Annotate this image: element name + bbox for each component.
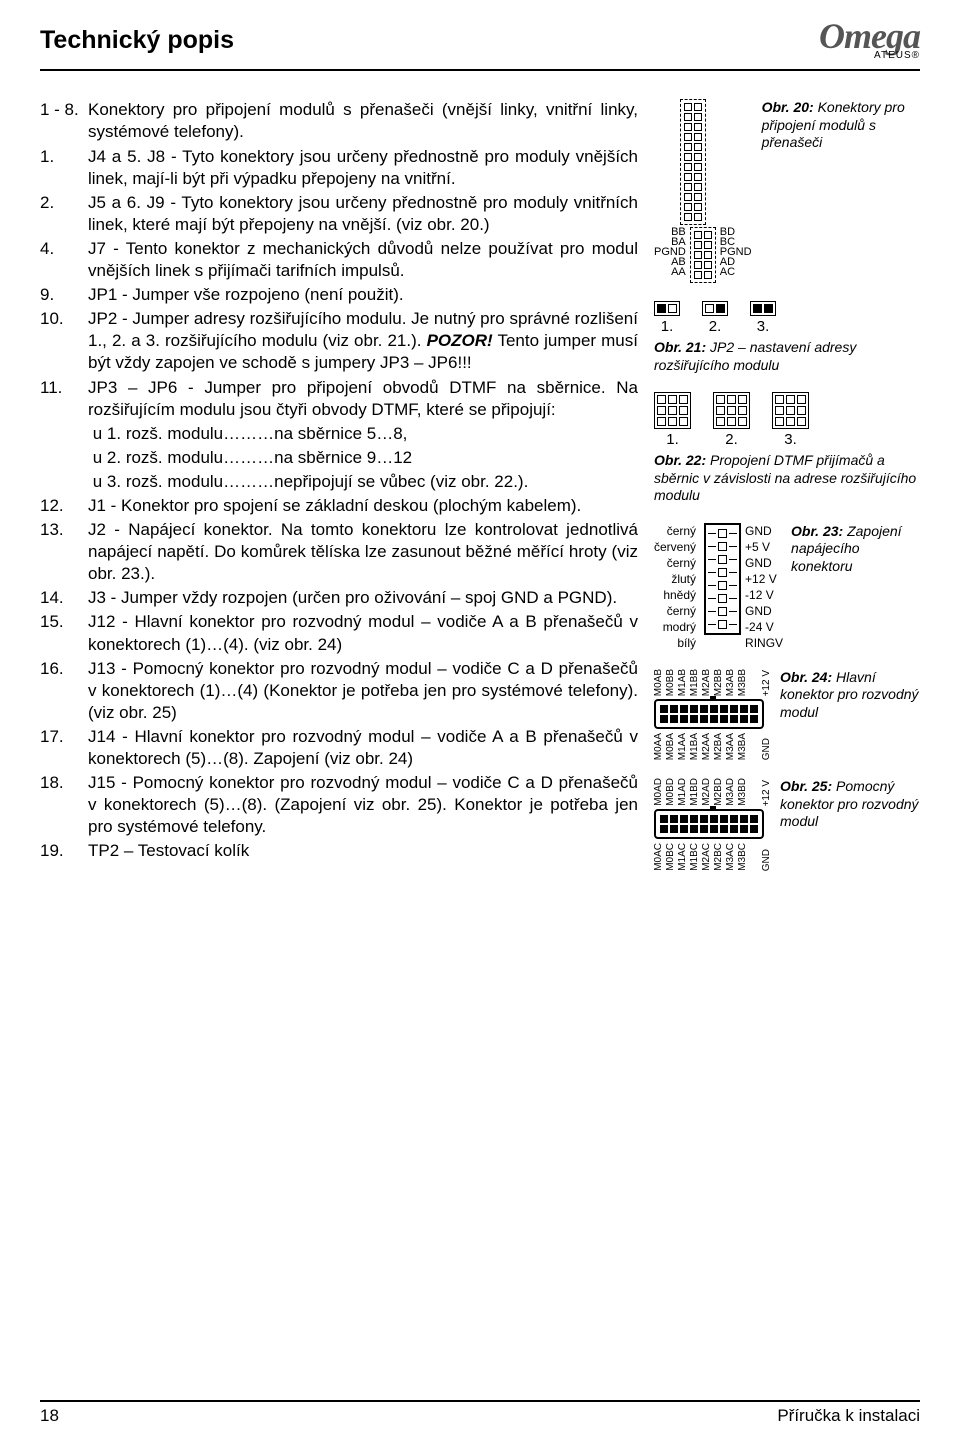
- list-item: 1.J4 a 5. J8 - Tyto konektory jsou určen…: [40, 146, 638, 190]
- figure-23: černýčervenýčernýžlutýhnědýčernýmodrýbíl…: [654, 523, 920, 651]
- list-item: 10.JP2 - Jumper adresy rozšiřujícího mod…: [40, 308, 638, 374]
- list-item: 11.JP3 – JP6 - Jumper pro připojení obvo…: [40, 377, 638, 421]
- item-text: u 1. rozš. modulu………na sběrnice 5…8,: [93, 423, 638, 445]
- figure-22: 1.2.3. Obr. 22: Propojení DTMF přijímačů…: [654, 392, 920, 505]
- fig21-caption-bold: Obr. 21:: [654, 339, 706, 355]
- item-text: Konektory pro připojení modulů s přenaše…: [88, 99, 638, 143]
- list-item: 19.TP2 – Testovací kolík: [40, 840, 638, 862]
- list-item: 14.J3 - Jumper vždy rozpojen (určen pro …: [40, 587, 638, 609]
- item-text: J5 a 6. J9 - Tyto konektory jsou určeny …: [88, 192, 638, 236]
- list-item: 17.J14 - Hlavní konektor pro rozvodný mo…: [40, 726, 638, 770]
- figure-21: 1.2.3. Obr. 21: JP2 – nastavení adresy r…: [654, 301, 920, 374]
- list-item: 4.J7 - Tento konektor z mechanických dův…: [40, 238, 638, 282]
- fig24-connector: [654, 699, 764, 729]
- body-text: 1 - 8.Konektory pro připojení modulů s p…: [40, 99, 638, 889]
- page-footer: 18 Příručka k instalaci: [40, 1400, 920, 1426]
- list-item: 12.J1 - Konektor pro spojení se základní…: [40, 495, 638, 517]
- item-text: TP2 – Testovací kolík: [88, 840, 638, 862]
- item-text: JP3 – JP6 - Jumper pro připojení obvodů …: [88, 377, 638, 421]
- list-item: 1 - 8.Konektory pro připojení modulů s p…: [40, 99, 638, 143]
- list-item: u 1. rozš. modulu………na sběrnice 5…8,: [88, 423, 638, 445]
- fig20-caption-bold: Obr. 20:: [762, 99, 814, 115]
- item-text: J3 - Jumper vždy rozpojen (určen pro oži…: [88, 587, 638, 609]
- item-text: J15 - Pomocný konektor pro rozvodný modu…: [88, 772, 638, 838]
- fig25-caption-bold: Obr. 25:: [780, 778, 832, 794]
- item-text: u 2. rozš. modulu………na sběrnice 9…12: [93, 447, 638, 469]
- item-number: 10.: [40, 308, 88, 374]
- item-number: 2.: [40, 192, 88, 236]
- figure-25: M0ADM0BDM1ADM1BDM2ADM2BDM3ADM3BD +12 V M…: [654, 778, 920, 871]
- fig20-connector: [680, 99, 706, 225]
- list-item: 9.JP1 - Jumper vše rozpojeno (není použi…: [40, 284, 638, 306]
- item-number: 16.: [40, 658, 88, 724]
- item-number: 18.: [40, 772, 88, 838]
- item-text: J13 - Pomocný konektor pro rozvodný modu…: [88, 658, 638, 724]
- item-text: J12 - Hlavní konektor pro rozvodný modul…: [88, 611, 638, 655]
- item-text: u 3. rozš. modulu………nepřipojují se vůbec…: [93, 471, 638, 493]
- item-number: 9.: [40, 284, 88, 306]
- fig23-connector: [704, 523, 741, 635]
- item-text: JP1 - Jumper vše rozpojeno (není použit)…: [88, 284, 638, 306]
- page-number: 18: [40, 1406, 59, 1426]
- item-number: 13.: [40, 519, 88, 585]
- list-item: 2.J5 a 6. J9 - Tyto konektory jsou určen…: [40, 192, 638, 236]
- list-item: 16.J13 - Pomocný konektor pro rozvodný m…: [40, 658, 638, 724]
- item-text: JP2 - Jumper adresy rozšiřujícího modulu…: [88, 308, 638, 374]
- fig22-caption-bold: Obr. 22:: [654, 452, 706, 468]
- fig25-connector: [654, 809, 764, 839]
- item-number: 12.: [40, 495, 88, 517]
- item-text: J14 - Hlavní konektor pro rozvodný modul…: [88, 726, 638, 770]
- list-item: 15.J12 - Hlavní konektor pro rozvodný mo…: [40, 611, 638, 655]
- figure-24: M0ABM0BBM1ABM1BBM2ABM2BBM3ABM3BB +12 V M…: [654, 669, 920, 760]
- item-number: 11.: [40, 377, 88, 421]
- item-text: J7 - Tento konektor z mechanických důvod…: [88, 238, 638, 282]
- item-number: 17.: [40, 726, 88, 770]
- item-text: J1 - Konektor pro spojení se základní de…: [88, 495, 638, 517]
- figure-20: BBBAPGNDABAA BDBCPGNDADAC Obr. 20: Konek…: [654, 99, 920, 283]
- footer-right: Příručka k instalaci: [777, 1406, 920, 1426]
- item-number: 1.: [40, 146, 88, 190]
- list-item: 18.J15 - Pomocný konektor pro rozvodný m…: [40, 772, 638, 838]
- list-item: u 3. rozš. modulu………nepřipojují se vůbec…: [88, 471, 638, 493]
- fig23-caption-bold: Obr. 23:: [791, 523, 843, 539]
- item-text: J2 - Napájecí konektor. Na tomto konekto…: [88, 519, 638, 585]
- item-text: J4 a 5. J8 - Tyto konektory jsou určeny …: [88, 146, 638, 190]
- list-item: 13.J2 - Napájecí konektor. Na tomto kone…: [40, 519, 638, 585]
- item-number: 4.: [40, 238, 88, 282]
- item-number: 14.: [40, 587, 88, 609]
- page-header: Technický popis Omega ATEUS®: [40, 20, 920, 71]
- item-number: 15.: [40, 611, 88, 655]
- page-title: Technický popis: [40, 26, 234, 55]
- logo-main: Omega: [819, 20, 920, 52]
- figures-column: BBBAPGNDABAA BDBCPGNDADAC Obr. 20: Konek…: [654, 99, 920, 889]
- list-item: u 2. rozš. modulu………na sběrnice 9…12: [88, 447, 638, 469]
- fig24-caption-bold: Obr. 24:: [780, 669, 832, 685]
- item-number: 19.: [40, 840, 88, 862]
- logo: Omega ATEUS®: [819, 20, 920, 61]
- item-number: 1 - 8.: [40, 99, 88, 143]
